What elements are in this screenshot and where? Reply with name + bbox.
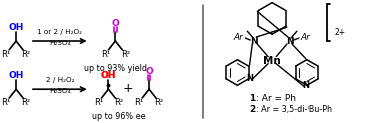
- Text: R¹: R¹: [101, 50, 110, 59]
- Text: 1: 1: [249, 94, 256, 103]
- Text: R¹: R¹: [2, 50, 11, 59]
- Text: OH: OH: [101, 71, 116, 80]
- Text: Mn: Mn: [263, 56, 281, 66]
- Text: R²: R²: [22, 50, 31, 59]
- Text: O: O: [112, 19, 119, 28]
- Text: 1 or 2 / H₂O₂: 1 or 2 / H₂O₂: [37, 29, 82, 35]
- Text: N: N: [286, 37, 294, 46]
- Text: N: N: [246, 74, 253, 83]
- Text: N: N: [251, 37, 258, 46]
- Text: R¹: R¹: [135, 99, 144, 108]
- Text: up to 93% yield: up to 93% yield: [84, 64, 147, 73]
- Text: R²: R²: [121, 50, 130, 59]
- Text: N: N: [302, 81, 309, 90]
- Text: +: +: [123, 82, 133, 95]
- Text: : Ar = Ph: : Ar = Ph: [256, 94, 296, 103]
- Text: H₂SO₄: H₂SO₄: [49, 88, 71, 94]
- Text: R²: R²: [155, 99, 164, 108]
- Text: OH: OH: [101, 71, 116, 80]
- Text: OH: OH: [8, 71, 24, 80]
- Text: R¹: R¹: [2, 99, 11, 108]
- Text: R²: R²: [114, 99, 123, 108]
- Text: O: O: [145, 67, 153, 76]
- Text: OH: OH: [8, 23, 24, 32]
- Text: : Ar = 3,5-di-ᴵBu-Ph: : Ar = 3,5-di-ᴵBu-Ph: [256, 105, 332, 114]
- Text: H₂SO₄: H₂SO₄: [49, 40, 71, 46]
- Text: 2 / H₂O₂: 2 / H₂O₂: [45, 77, 74, 83]
- Text: Ar: Ar: [301, 33, 311, 42]
- Text: R¹: R¹: [94, 99, 103, 108]
- Text: Ar: Ar: [234, 33, 243, 42]
- Text: R²: R²: [22, 99, 31, 108]
- Text: up to 96% ee: up to 96% ee: [93, 112, 146, 121]
- Text: 2+: 2+: [335, 28, 346, 37]
- Text: 2: 2: [249, 105, 256, 114]
